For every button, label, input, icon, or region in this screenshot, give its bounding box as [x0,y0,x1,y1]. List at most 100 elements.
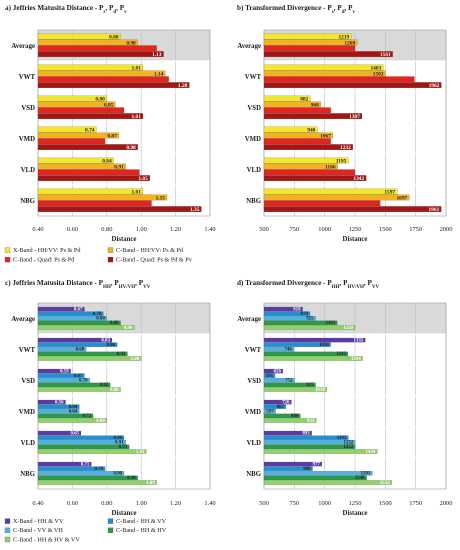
data-label: 0.98 [127,476,136,481]
tick-label: 1500 [379,226,392,233]
category-label: VSD [247,378,261,385]
bar-mark [37,413,94,419]
bar-mark [37,163,126,170]
data-label: 1.13 [152,52,162,58]
data-label: 1.01 [131,65,141,71]
title-separator: , P [340,279,349,287]
tick-label: 0.60 [67,226,78,233]
bar-mark [263,64,384,71]
data-label: 1342 [353,176,364,182]
data-label: 0.88 [109,34,119,40]
data-label: 1.15 [156,195,166,201]
legend-entry: C-Band - HH & VV [116,518,167,525]
data-label: 0.80 [96,317,105,322]
legend-entry: X-Band - HH/VV: Ps & Pd [13,247,81,254]
tick-label: 500 [259,226,269,233]
bar-mark [263,404,287,409]
bar-mark [37,316,107,321]
tick-label: 1.40 [204,226,215,233]
tick-label: 1000 [318,226,331,233]
category-label: VMD [19,409,35,416]
legend-swatch [4,256,11,263]
bar-mark [37,206,202,212]
title-separator: , P [135,279,144,287]
data-label: 0.70 [79,379,88,384]
data-label: 0.71 [81,462,90,467]
title-subscript: VV [143,285,151,290]
data-label: 1346 [355,476,365,481]
bar-mark [263,70,386,77]
data-label: 925 [306,383,314,388]
data-label: 0.56 [55,400,64,405]
bar-mark [37,175,150,181]
data-label: 0.59 [60,369,69,374]
title-subscript: VV [372,285,380,290]
data-label: 1962 [429,83,440,89]
title-subscript: s [332,10,334,15]
data-label: 931 [307,419,315,424]
tick-label: 1250 [349,500,362,507]
legend-swatch [4,527,11,533]
data-label: 1335 [354,338,364,343]
plot-frame [37,302,211,490]
tick-label: 1500 [379,500,392,507]
tick-label: 0.60 [67,500,78,507]
data-label: 1561 [380,52,391,58]
bar-mark [37,113,144,120]
bar-mark [263,82,442,89]
legend-entry: C-Band - HH & HV & VV [13,536,80,543]
bar-mark [263,51,393,58]
title-subscript: HV/VH [348,285,365,290]
data-label: 1.01 [131,189,141,195]
bar-mark [263,373,276,378]
legend-swatch [4,518,11,524]
category-label: VSD [21,378,35,385]
bar-mark [263,45,356,52]
bar-mark [263,132,333,139]
bar-mark [37,169,140,176]
plot-frame [263,29,447,217]
tick-label: 0.80 [101,226,112,233]
bar-mark [263,440,356,445]
data-label: 1195 [337,436,347,441]
bar-mark [263,325,356,330]
data-label: 0.86 [107,343,116,348]
bar-mark [37,64,144,71]
bar-mark [37,95,107,102]
data-label: 0.83 [101,338,110,343]
data-label: 1314 [351,357,361,362]
bar-mark [37,466,106,471]
data-label: 726 [282,400,290,405]
bar-mark [37,418,107,423]
data-label: 1393 [361,472,371,477]
legend-entry: X-Band - HH & VV [13,518,64,525]
data-label: 1067 [320,133,331,139]
bar-mark [37,449,147,454]
bar-mark [263,107,331,114]
bar-mark [37,480,157,485]
data-label: 0.72 [82,414,91,419]
category-label: VLD [247,167,261,174]
tick-label: 1750 [409,500,422,507]
legend-swatch [107,518,114,524]
legend-entry: C-Band - Quad: Ps & Pd & Pv [116,257,193,264]
panel-title: b) Transformed Divergence - Ps, Pd, Pv [237,4,355,15]
category-label: VWT [245,74,262,81]
bar-mark [37,475,138,481]
title-separator: , P [116,4,125,12]
data-label: 1.01 [131,114,141,120]
data-label: 0.74 [85,127,95,133]
category-label: Average [11,316,35,323]
data-label: 0.80 [96,419,105,424]
legend-entry: C-Band - Quad: Ps & Pd [13,257,75,264]
tick-label: 0.40 [32,226,43,233]
data-label: 1697 [396,195,407,201]
title-subscript: d [113,10,116,15]
panel-label: b) [237,4,245,12]
data-label: 900 [303,467,311,472]
chart-panel-c: c) Jeffries Matusita Distance - PHH, PHV… [4,279,216,543]
data-label: 0.64 [69,410,78,415]
bar-mark [37,82,190,89]
data-label: 0.79 [95,467,104,472]
bar-mark [263,461,322,467]
